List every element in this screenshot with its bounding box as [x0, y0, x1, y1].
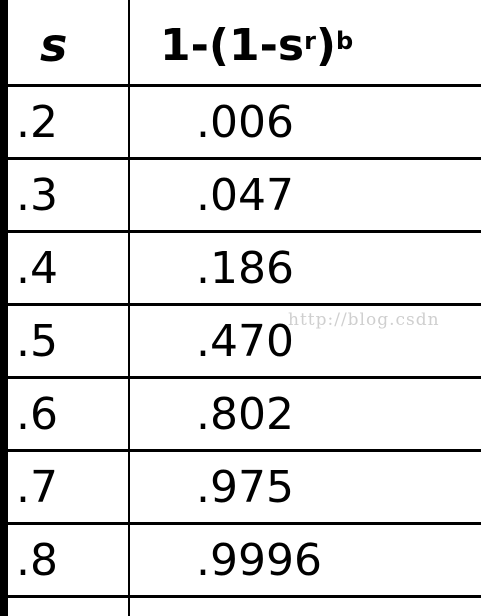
- row-divider: [0, 449, 481, 452]
- header-s: s: [40, 18, 68, 72]
- row-divider: [0, 230, 481, 233]
- row-divider: [0, 522, 481, 525]
- s-value: .8: [16, 534, 58, 586]
- probability-value: .470: [196, 315, 294, 367]
- probability-value: .975: [196, 461, 294, 513]
- table-left-border: [0, 0, 8, 616]
- probability-value: .186: [196, 242, 294, 294]
- header-formula-close: ): [315, 19, 337, 71]
- s-value: .3: [16, 169, 58, 221]
- row-divider: [0, 595, 481, 598]
- row-divider: [0, 376, 481, 379]
- header-formula-prefix: 1-(1-s: [160, 19, 305, 71]
- probability-value: .9996: [196, 534, 322, 586]
- watermark-text: http://blog.csdn: [288, 310, 440, 330]
- row-divider: [0, 303, 481, 306]
- s-value: .2: [16, 96, 58, 148]
- s-value: .5: [16, 315, 58, 367]
- column-divider: [128, 0, 130, 616]
- probability-value: .047: [196, 169, 294, 221]
- header-row-divider: [0, 84, 481, 87]
- s-value: .4: [16, 242, 58, 294]
- probability-value: .006: [196, 96, 294, 148]
- s-value: .6: [16, 388, 58, 440]
- probability-value: .802: [196, 388, 294, 440]
- s-value: .7: [16, 461, 58, 513]
- header-formula: 1-(1-s r) b: [160, 19, 354, 71]
- row-divider: [0, 157, 481, 160]
